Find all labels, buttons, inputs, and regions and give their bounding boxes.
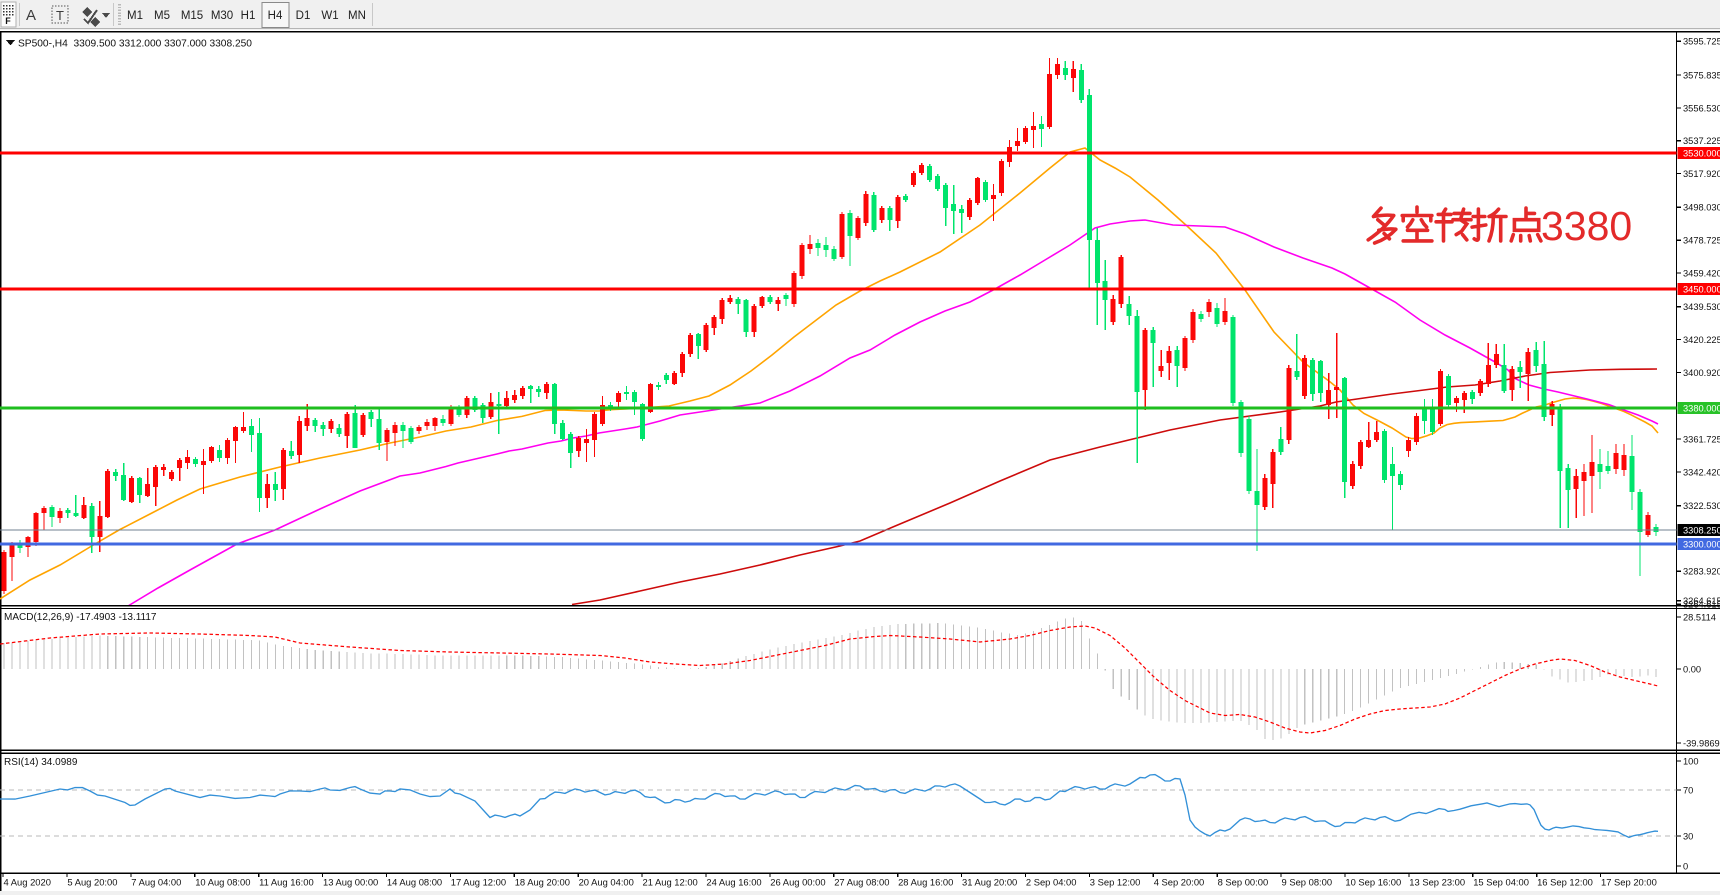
svg-text:0: 0 bbox=[1683, 861, 1688, 871]
svg-text:3264.615: 3264.615 bbox=[1683, 596, 1720, 606]
svg-text:M30: M30 bbox=[211, 10, 233, 22]
svg-text:100: 100 bbox=[1683, 756, 1699, 766]
svg-text:RSI(14) 34.0989: RSI(14) 34.0989 bbox=[4, 757, 78, 768]
svg-text:20 Aug 04:00: 20 Aug 04:00 bbox=[579, 877, 634, 888]
svg-text:15 Sep 04:00: 15 Sep 04:00 bbox=[1473, 877, 1529, 888]
svg-text:MN: MN bbox=[348, 10, 366, 22]
svg-text:F: F bbox=[5, 16, 11, 26]
svg-text:9 Sep 08:00: 9 Sep 08:00 bbox=[1282, 877, 1333, 888]
svg-text:M1: M1 bbox=[127, 10, 143, 22]
svg-text:13 Sep 23:00: 13 Sep 23:00 bbox=[1409, 877, 1465, 888]
svg-text:4 Sep 20:00: 4 Sep 20:00 bbox=[1154, 877, 1205, 888]
svg-text:8 Sep 00:00: 8 Sep 00:00 bbox=[1218, 877, 1269, 888]
svg-text:3517.920: 3517.920 bbox=[1683, 169, 1720, 179]
svg-text:3450.000: 3450.000 bbox=[1683, 284, 1720, 294]
svg-text:3380.000: 3380.000 bbox=[1683, 403, 1720, 413]
svg-text:28 Aug 16:00: 28 Aug 16:00 bbox=[898, 877, 953, 888]
svg-text:10 Aug 08:00: 10 Aug 08:00 bbox=[195, 877, 250, 888]
svg-text:M15: M15 bbox=[181, 10, 203, 22]
svg-text:A: A bbox=[26, 7, 36, 24]
svg-text:4 Aug 2020: 4 Aug 2020 bbox=[4, 877, 51, 888]
svg-text:24 Aug 16:00: 24 Aug 16:00 bbox=[706, 877, 761, 888]
svg-text:M5: M5 bbox=[154, 10, 170, 22]
svg-text:3283.920: 3283.920 bbox=[1683, 567, 1720, 577]
svg-text:3322.530: 3322.530 bbox=[1683, 501, 1720, 511]
svg-text:H1: H1 bbox=[241, 10, 256, 22]
svg-text:T: T bbox=[56, 8, 64, 23]
svg-text:7 Aug 04:00: 7 Aug 04:00 bbox=[131, 877, 181, 888]
svg-text:SP500-,H4 3309.500 3312.000 3: SP500-,H4 3309.500 3312.000 3307.000 330… bbox=[18, 39, 252, 50]
svg-text:D1: D1 bbox=[296, 10, 311, 22]
svg-text:2 Sep 04:00: 2 Sep 04:00 bbox=[1026, 877, 1077, 888]
svg-text:MACD(12,26,9) -17.4903 -13.111: MACD(12,26,9) -17.4903 -13.1117 bbox=[4, 612, 157, 623]
svg-text:3595.725: 3595.725 bbox=[1683, 37, 1720, 47]
svg-text:17 Sep 20:00: 17 Sep 20:00 bbox=[1601, 877, 1657, 888]
svg-text:W1: W1 bbox=[321, 10, 338, 22]
svg-text:3420.225: 3420.225 bbox=[1683, 335, 1720, 345]
svg-text:3575.835: 3575.835 bbox=[1683, 71, 1720, 81]
svg-text:17 Aug 12:00: 17 Aug 12:00 bbox=[451, 877, 506, 888]
svg-text:3400.920: 3400.920 bbox=[1683, 368, 1720, 378]
svg-text:14 Aug 08:00: 14 Aug 08:00 bbox=[387, 877, 442, 888]
svg-text:3439.530: 3439.530 bbox=[1683, 302, 1720, 312]
svg-text:3459.420: 3459.420 bbox=[1683, 268, 1720, 278]
svg-text:10 Sep 16:00: 10 Sep 16:00 bbox=[1345, 877, 1401, 888]
svg-text:3308.250: 3308.250 bbox=[1683, 525, 1720, 535]
svg-text:3 Sep 12:00: 3 Sep 12:00 bbox=[1090, 877, 1141, 888]
svg-text:27 Aug 08:00: 27 Aug 08:00 bbox=[834, 877, 889, 888]
svg-text:3300.000: 3300.000 bbox=[1683, 539, 1720, 549]
svg-text:26 Aug 00:00: 26 Aug 00:00 bbox=[770, 877, 825, 888]
svg-text:13 Aug 00:00: 13 Aug 00:00 bbox=[323, 877, 378, 888]
svg-text:18 Aug 20:00: 18 Aug 20:00 bbox=[515, 877, 570, 888]
svg-text:16 Sep 12:00: 16 Sep 12:00 bbox=[1537, 877, 1593, 888]
svg-text:3361.725: 3361.725 bbox=[1683, 435, 1720, 445]
svg-text:11 Aug 16:00: 11 Aug 16:00 bbox=[259, 877, 314, 888]
svg-text:3530.000: 3530.000 bbox=[1683, 148, 1720, 158]
svg-text:3264.615: 3264.615 bbox=[1683, 600, 1720, 610]
svg-text:28.5114: 28.5114 bbox=[1683, 612, 1716, 622]
svg-text:3556.530: 3556.530 bbox=[1683, 103, 1720, 113]
svg-text:3380: 3380 bbox=[1541, 203, 1632, 249]
svg-text:21 Aug 12:00: 21 Aug 12:00 bbox=[643, 877, 698, 888]
svg-text:-39.9869: -39.9869 bbox=[1683, 738, 1720, 748]
svg-text:31 Aug 20:00: 31 Aug 20:00 bbox=[962, 877, 1017, 888]
svg-text:0.00: 0.00 bbox=[1683, 664, 1701, 674]
svg-text:H4: H4 bbox=[268, 10, 283, 22]
svg-text:3342.420: 3342.420 bbox=[1683, 467, 1720, 477]
svg-text:70: 70 bbox=[1683, 785, 1693, 795]
svg-text:5 Aug 20:00: 5 Aug 20:00 bbox=[67, 877, 117, 888]
svg-text:3478.725: 3478.725 bbox=[1683, 236, 1720, 246]
svg-text:3537.225: 3537.225 bbox=[1683, 136, 1720, 146]
svg-text:30: 30 bbox=[1683, 831, 1693, 841]
svg-text:3498.030: 3498.030 bbox=[1683, 203, 1720, 213]
